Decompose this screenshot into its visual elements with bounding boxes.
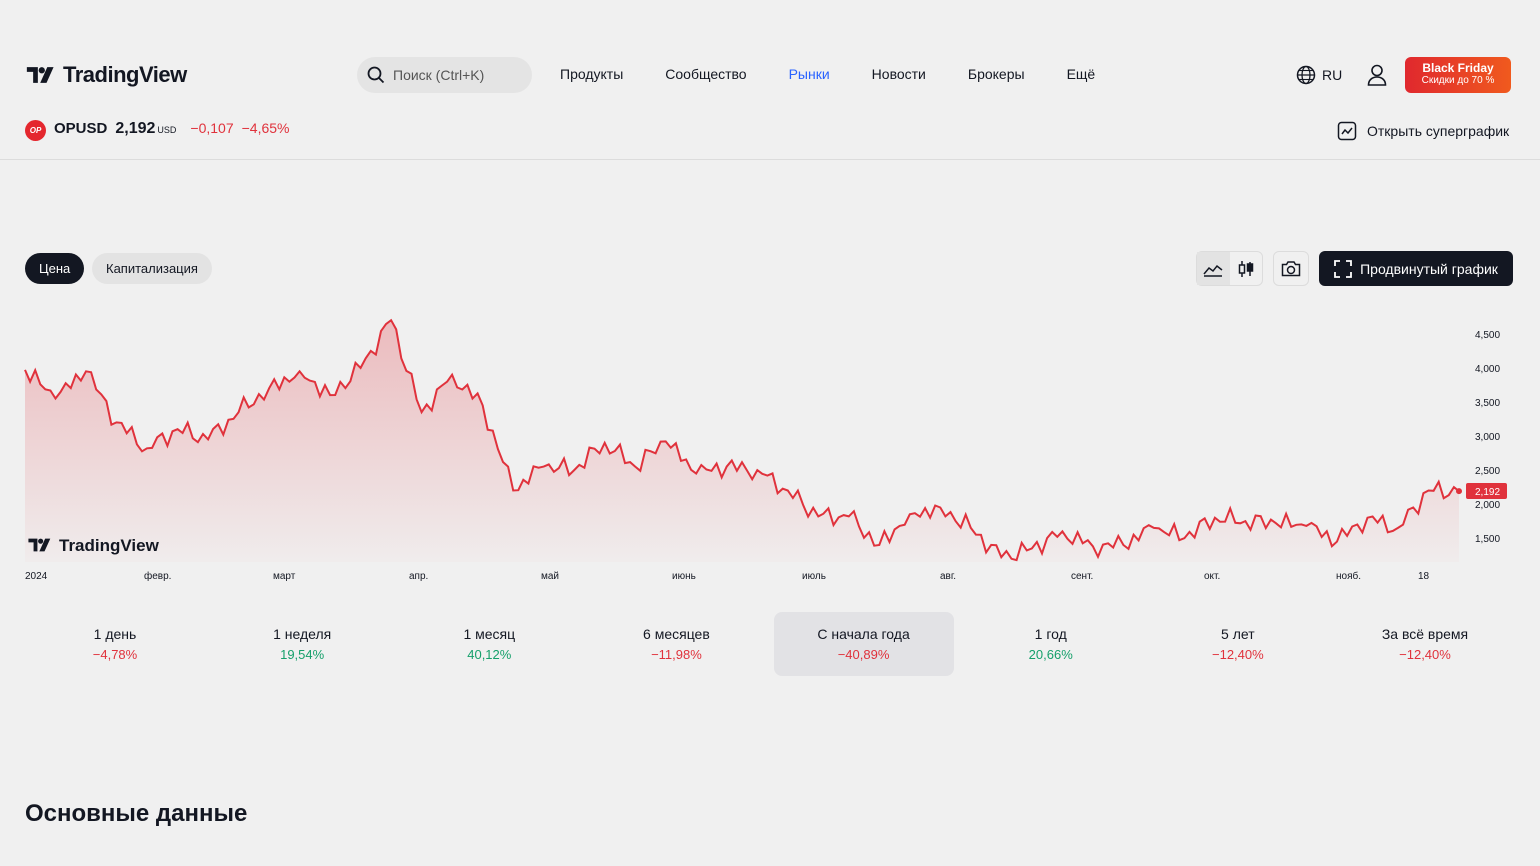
x-axis-tick: окт. xyxy=(1204,571,1220,582)
promo-subtitle: Скидки до 70 % xyxy=(1421,75,1495,86)
nav-more[interactable]: Ещё xyxy=(1066,66,1096,82)
period-button[interactable]: 1 месяц 40,12% xyxy=(399,612,579,676)
symbol-logo-icon: OP xyxy=(25,120,46,141)
x-axis-tick: июнь xyxy=(672,571,696,582)
open-supergraph-link[interactable]: Открыть суперграфик xyxy=(1337,121,1509,141)
advanced-chart-button[interactable]: Продвинутый график xyxy=(1319,251,1513,286)
period-label: 6 месяцев xyxy=(643,626,710,642)
area-chart-icon xyxy=(1203,264,1223,277)
x-axis-tick: февр. xyxy=(144,570,171,582)
header-divider xyxy=(0,159,1540,160)
watermark-logo-icon xyxy=(28,538,51,552)
site-header: TradingView Продукты Сообщество Рынки Но… xyxy=(0,0,1540,110)
watermark-text: TradingView xyxy=(59,536,160,555)
symbol-change-pct: −4,65% xyxy=(241,120,290,136)
camera-icon xyxy=(1281,261,1301,277)
symbol-ticker: OPUSD xyxy=(54,120,108,137)
symbol-change-abs: −0,107 xyxy=(190,120,234,136)
promo-title: Black Friday xyxy=(1422,61,1494,75)
tab-price[interactable]: Цена xyxy=(25,253,85,284)
period-change: 20,66% xyxy=(1028,647,1073,662)
y-axis-tick: 1,500 xyxy=(1475,534,1500,545)
period-label: 5 лет xyxy=(1221,626,1255,642)
black-friday-promo[interactable]: Black Friday Скидки до 70 % xyxy=(1405,57,1511,93)
globe-icon xyxy=(1296,65,1316,85)
search-box[interactable] xyxy=(357,57,532,93)
period-change: −4,78% xyxy=(92,647,138,662)
y-axis-tick: 3,000 xyxy=(1475,432,1500,443)
snapshot-button[interactable] xyxy=(1273,251,1309,286)
section-title-key-data: Основные данные xyxy=(25,800,248,827)
period-label: 1 неделя xyxy=(273,626,332,642)
open-supergraph-label: Открыть суперграфик xyxy=(1367,123,1510,139)
period-label: 1 день xyxy=(93,626,137,642)
period-change: −12,40% xyxy=(1399,647,1451,662)
x-axis-tick: май xyxy=(541,571,559,582)
y-axis-tick: 2,500 xyxy=(1475,466,1500,477)
symbol-currency: USD xyxy=(157,125,177,135)
x-axis-tick: авг. xyxy=(940,571,956,582)
period-button[interactable]: 1 день −4,78% xyxy=(25,612,205,676)
x-axis-tick: 2024 xyxy=(25,571,48,582)
language-selector[interactable]: RU xyxy=(1296,65,1342,85)
main-nav: Продукты Сообщество Рынки Новости Брокер… xyxy=(560,66,1095,82)
search-input[interactable] xyxy=(393,67,523,83)
x-axis-tick: нояб. xyxy=(1336,570,1361,582)
chart-icon xyxy=(1337,121,1357,141)
period-change: −11,98% xyxy=(651,647,702,662)
period-button[interactable]: 1 неделя 19,54% xyxy=(212,612,392,676)
user-icon xyxy=(1367,64,1387,86)
area-chart-button[interactable] xyxy=(1197,252,1230,285)
tab-market-cap[interactable]: Капитализация xyxy=(92,253,212,284)
period-label: За всё время xyxy=(1381,626,1469,642)
x-axis-tick: март xyxy=(273,571,296,582)
x-axis-tick: сент. xyxy=(1071,571,1093,582)
user-menu-button[interactable] xyxy=(1367,64,1387,91)
candlestick-icon xyxy=(1238,260,1253,277)
period-button[interactable]: С начала года −40,89% xyxy=(773,612,954,676)
period-label: С начала года xyxy=(817,626,910,642)
period-button[interactable]: 5 лет −12,40% xyxy=(1148,612,1328,676)
tradingview-logo-icon xyxy=(26,67,54,83)
x-axis-tick: июль xyxy=(802,571,826,582)
period-label: 1 месяц xyxy=(463,626,516,642)
period-change: 40,12% xyxy=(467,647,512,662)
period-change: −40,89% xyxy=(837,647,890,662)
price-chart[interactable]: 4,500 4,000 3,500 3,000 2,500 2,000 1,500 2,192… xyxy=(0,300,1540,590)
y-axis-tick: 4,000 xyxy=(1475,364,1500,375)
period-button[interactable]: За всё время −12,40% xyxy=(1335,612,1515,676)
x-axis-tick: 18 xyxy=(1418,571,1430,582)
nav-news[interactable]: Новости xyxy=(871,66,926,82)
logo-text: TradingView xyxy=(63,62,187,87)
period-change: −12,40% xyxy=(1212,647,1264,662)
symbol-price: 2,192 xyxy=(115,120,156,137)
y-axis-tick: 3,500 xyxy=(1475,398,1500,409)
nav-community[interactable]: Сообщество xyxy=(665,66,747,82)
fullscreen-icon xyxy=(1334,259,1352,278)
chart-watermark: TradingView xyxy=(28,536,160,555)
last-price-label: 2,192 xyxy=(1475,487,1500,498)
advanced-chart-label: Продвинутый график xyxy=(1360,260,1498,277)
last-price-badge xyxy=(1466,483,1507,499)
y-axis-tick: 2,000 xyxy=(1475,500,1500,511)
chart-style-toggle xyxy=(1196,251,1263,286)
search-icon xyxy=(367,66,385,84)
tradingview-logo[interactable]: TradingView xyxy=(25,62,187,88)
nav-markets[interactable]: Рынки xyxy=(788,66,830,82)
price-line xyxy=(24,318,1460,562)
last-price-dot xyxy=(1456,488,1462,495)
nav-brokers[interactable]: Брокеры xyxy=(967,66,1025,82)
symbol-header: OP OPUSD 2,192 USD −0,107 −4,65% xyxy=(25,120,290,141)
x-axis-tick: апр. xyxy=(409,571,428,582)
price-area-fill xyxy=(25,320,1459,562)
performance-periods: 1 день −4,78% 1 неделя 19,54% 1 месяц 40,12% 6… xyxy=(25,612,1515,676)
nav-products[interactable]: Продукты xyxy=(560,66,624,82)
language-label: RU xyxy=(1322,67,1343,83)
period-button[interactable]: 1 год 20,66% xyxy=(961,612,1141,676)
candles-chart-button[interactable] xyxy=(1230,252,1263,285)
period-button[interactable]: 6 месяцев −11,98% xyxy=(586,612,766,676)
period-label: 1 год xyxy=(1034,626,1067,642)
period-change: 19,54% xyxy=(280,647,325,662)
y-axis-tick: 4,500 xyxy=(1475,330,1500,341)
